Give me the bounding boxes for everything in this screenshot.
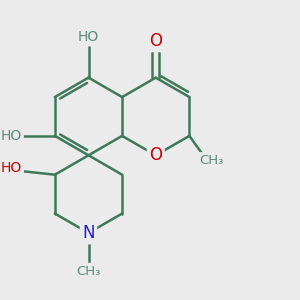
Text: CH₃: CH₃ [76,265,101,278]
Text: N: N [82,224,95,242]
Text: CH₃: CH₃ [199,154,224,167]
Text: HO: HO [1,160,22,175]
Text: HO: HO [78,30,99,44]
Text: O: O [149,32,162,50]
Text: HO: HO [1,129,22,143]
Text: O: O [149,146,162,164]
